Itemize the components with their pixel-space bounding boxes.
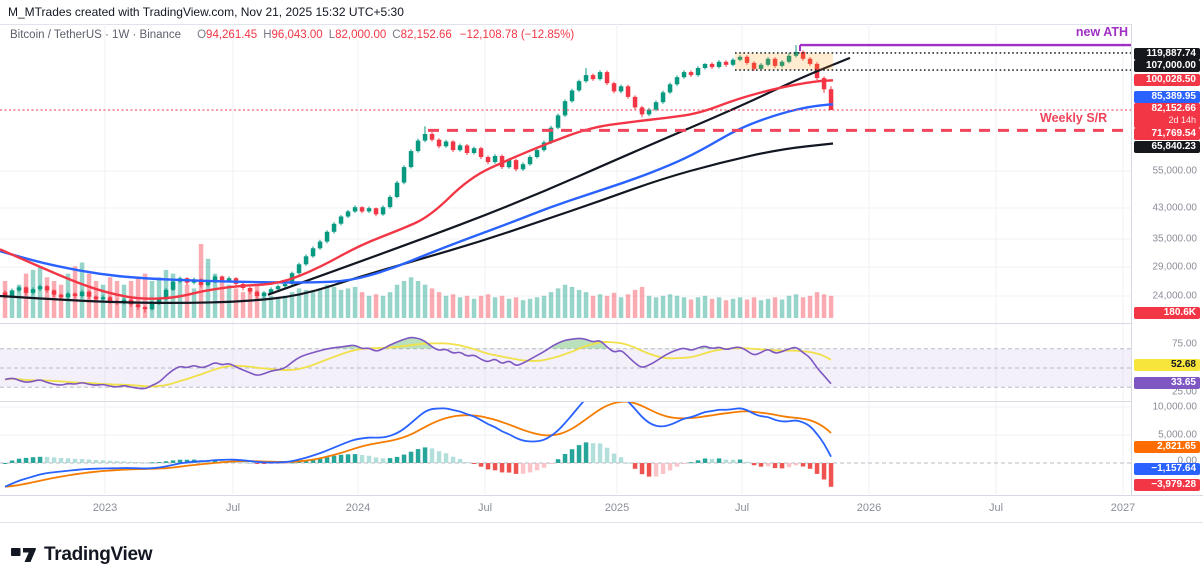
axis-tick-label: 24,000.00 xyxy=(1152,290,1198,302)
pane-separator-main-rsi[interactable] xyxy=(0,323,1131,324)
price-badge: −1,157.64 xyxy=(1134,463,1200,475)
symbol-legend[interactable]: Bitcoin / TetherUS · 1W · Binance O94,261… xyxy=(10,29,574,41)
time-axis[interactable]: 2023 Jul 2024 Jul 2025 Jul 2026 Jul 2027 xyxy=(0,495,1203,523)
time-tick-label: Jul xyxy=(477,502,493,514)
time-tick-label: 2023 xyxy=(92,502,118,514)
price-badge: 65,840.23 xyxy=(1134,141,1200,153)
tradingview-logo-icon xyxy=(11,548,36,562)
ohlc-value: 94,261.45 xyxy=(206,29,258,41)
time-tick-label: 2024 xyxy=(345,502,371,514)
pane-separator-rsi-macd[interactable] xyxy=(0,401,1131,402)
ohlc-value: 96,043.00 xyxy=(271,29,323,41)
weekly-sr-label: Weekly S/R xyxy=(1040,111,1108,125)
chart-canvas[interactable] xyxy=(0,24,1203,521)
axis-tick-label: 35,000.00 xyxy=(1152,233,1198,245)
price-badge: 107,000.00 xyxy=(1134,60,1200,72)
time-tick-label: 2026 xyxy=(856,502,882,514)
symbol-title[interactable]: Bitcoin / TetherUS · 1W · Binance xyxy=(10,29,182,41)
time-tick-label: 2025 xyxy=(604,502,630,514)
new-ath-label: new ATH xyxy=(1075,25,1128,39)
chart-frame xyxy=(0,24,1203,522)
time-tick-label: Jul xyxy=(988,502,1004,514)
time-tick-label: 2027 xyxy=(1110,502,1136,514)
axis-tick-label: 29,000.00 xyxy=(1152,261,1198,273)
price-badge: 180.6K xyxy=(1134,307,1200,319)
attribution-text: M_MTrades created with TradingView.com, … xyxy=(8,5,404,19)
price-badge: 52.68 xyxy=(1134,359,1200,371)
ohlc-key: O xyxy=(197,29,207,41)
axis-tick-label: 43,000.00 xyxy=(1152,202,1198,214)
bar-countdown: 2d 14h xyxy=(1168,115,1196,125)
price-badge: 71,769.54 xyxy=(1134,128,1200,140)
axis-tick-label: 55,000.00 xyxy=(1152,165,1198,177)
price-badge: 82,152.66 2d 14h xyxy=(1134,103,1200,128)
axis-tick-label: 0.00 xyxy=(1177,455,1197,467)
ohlc-key: L xyxy=(328,29,336,41)
axis-tick-label: 10,000.00 xyxy=(1152,401,1198,413)
axis-tick-label: 5,000.00 xyxy=(1158,429,1197,441)
price-axis[interactable]: 55,000.00 43,000.00 35,000.00 29,000.00 24,0… xyxy=(1132,24,1203,495)
ohlc-value: 82,152.66 xyxy=(400,29,452,41)
price-badge: 33.65 xyxy=(1134,377,1200,389)
price-axis-separator xyxy=(1131,24,1132,521)
time-tick-label: Jul xyxy=(734,502,750,514)
ohlc-value: 82,000.00 xyxy=(335,29,387,41)
price-badge: 85,389.95 xyxy=(1134,91,1200,103)
price-badge: 119,887.74 xyxy=(1134,48,1200,60)
time-tick-label: Jul xyxy=(225,502,241,514)
tradingview-logo-text: TradingView xyxy=(44,543,153,565)
change-value: −12,108.78 (−12.85%) xyxy=(459,29,575,41)
ohlc-key: C xyxy=(392,29,401,41)
axis-tick-label: 75.00 xyxy=(1171,338,1197,350)
tradingview-logo[interactable]: TradingView xyxy=(10,541,153,568)
price-badge: 2,821.65 xyxy=(1134,441,1200,453)
ohlc-values: O94,261.45 H96,043.00 L82,000.00 C82,152.66 xyxy=(191,29,452,41)
ohlc-key: H xyxy=(263,29,272,41)
price-badge: −3,979.28 xyxy=(1134,479,1200,491)
axis-tick-label: 25.00 xyxy=(1171,386,1197,398)
price-badge: 100,028.50 xyxy=(1134,74,1200,86)
